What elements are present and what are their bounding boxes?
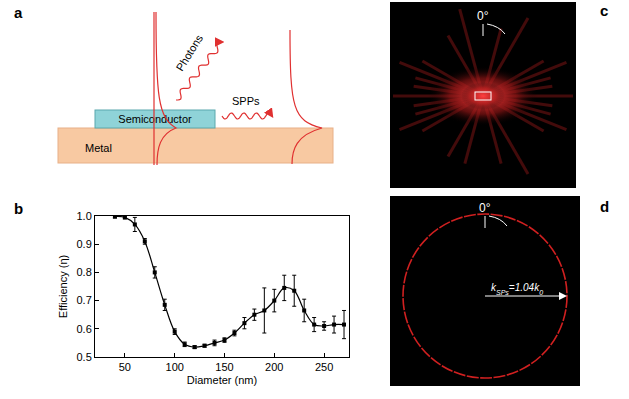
html-text:c: c [600,2,609,19]
svg-text:250: 250 [315,361,333,373]
svg-text:0.7: 0.7 [77,294,92,306]
svg-text:150: 150 [215,361,233,373]
svg-text:Semiconductor: Semiconductor [118,113,192,125]
svg-text:50: 50 [119,361,131,373]
svg-text:SPPs: SPPs [232,95,260,107]
svg-text:0.9: 0.9 [77,238,92,250]
svg-text:0°: 0° [477,9,489,23]
svg-text:Efficiency (η): Efficiency (η) [57,255,69,318]
html-text:a: a [14,4,23,21]
html-text:d: d [600,198,610,215]
svg-text:0.5: 0.5 [77,351,92,363]
svg-text:100: 100 [166,361,184,373]
svg-text:1.0: 1.0 [77,210,92,222]
html-text:b: b [14,200,24,217]
svg-text:200: 200 [265,361,283,373]
svg-text:0.8: 0.8 [77,266,92,278]
svg-text:Metal: Metal [85,142,112,154]
svg-text:Diameter (nm): Diameter (nm) [187,374,257,386]
svg-text:0.6: 0.6 [77,323,92,335]
svg-text:0°: 0° [479,201,491,215]
svg-text:kSPs=1.04k0: kSPs=1.04k0 [491,282,543,296]
svg-text:Photons: Photons [174,32,206,73]
